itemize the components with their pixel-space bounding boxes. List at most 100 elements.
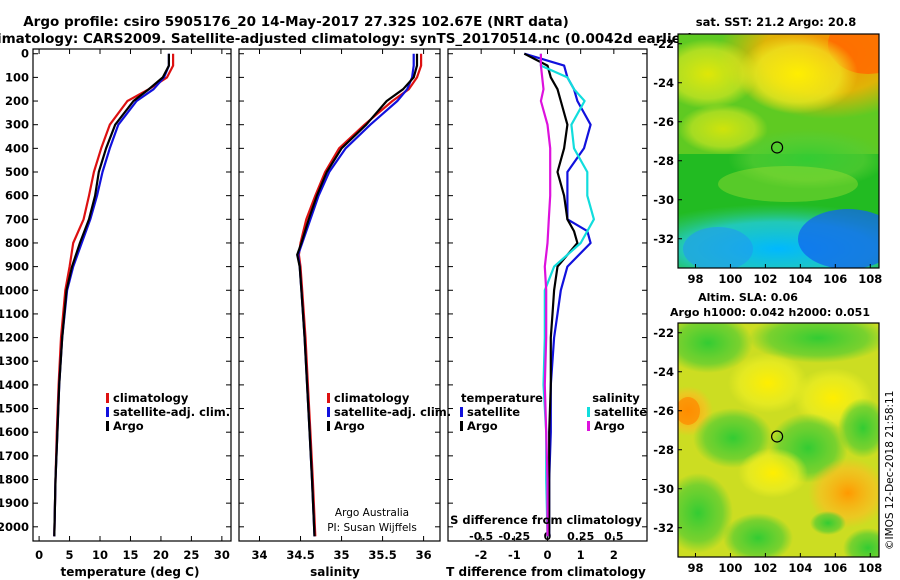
temperature-legend: climatology satellite-adj. clim. Argo (106, 391, 230, 433)
s-tick-label: 0.5 (604, 530, 624, 543)
t-diff-xlabel: T difference from climatology (446, 565, 646, 579)
y-tick-label: 1700 (0, 449, 29, 463)
sst-map-image (678, 34, 879, 268)
series-line-s-argo (539, 53, 552, 537)
header-line-2: Climatology: CARS2009. Satellite-adjuste… (0, 31, 694, 47)
credit-argo-australia: Argo Australia (335, 507, 409, 519)
legend-t-argo-swatch (460, 421, 463, 431)
y-tick-label: 1000 (0, 283, 29, 297)
y-tick-label: 300 (5, 118, 29, 132)
legend-s-argo-swatch (587, 421, 590, 431)
x-tick-label: 36 (416, 548, 432, 562)
x-tick-label: 30 (214, 548, 230, 562)
legend-argo-label: Argo (113, 419, 144, 433)
sst-map-title: sat. SST: 21.2 Argo: 20.8 (696, 15, 856, 29)
s-tick-label: 0 (544, 530, 552, 543)
legend-t-argo-label: Argo (467, 419, 498, 433)
header-line-1: Argo profile: csiro 5905176_20 14-May-20… (23, 14, 569, 30)
y-tick-label: -32 (653, 521, 674, 535)
difference-legend: temperature satellite Argo salinity sate… (460, 391, 647, 433)
s-tick-label: -0.5 (469, 530, 493, 543)
salinity-xlabel: salinity (310, 565, 360, 579)
y-tick-label: 400 (5, 141, 29, 155)
legend-s-sat-swatch (587, 407, 590, 417)
x-tick-label: 35 (334, 548, 350, 562)
y-tick-label: 1400 (0, 378, 29, 392)
salinity-panel-frame (238, 48, 441, 542)
sla-map-title: Altim. SLA: 0.06 (698, 291, 798, 304)
x-tick-label: 0 (35, 548, 43, 562)
y-tick-label: 1100 (0, 307, 29, 321)
temperature-xlabel: temperature (deg C) (61, 565, 200, 579)
legend-sat-label: satellite-adj. clim. (334, 405, 451, 419)
s-tick-label: -0.25 (498, 530, 530, 543)
legend-s-sat-label: satellite (594, 405, 647, 419)
y-tick-label: 600 (5, 189, 29, 203)
series-line-t-satellite (523, 52, 592, 537)
legend-argo-swatch (106, 421, 109, 431)
y-tick-label: -32 (653, 232, 674, 246)
series-line-satellite-adj-clim- (53, 53, 170, 537)
y-tick-label: 1500 (0, 402, 29, 416)
sla-map-image (678, 323, 879, 557)
x-tick-label: 34 (252, 548, 268, 562)
y-tick-label: -26 (653, 404, 674, 418)
x-tick-label: -1 (508, 548, 521, 562)
x-tick-label: 0 (543, 548, 551, 562)
argo-location-marker (771, 141, 784, 154)
temperature-panel-frame (32, 48, 232, 542)
legend-clim-swatch (327, 393, 330, 403)
y-tick-label: 1300 (0, 354, 29, 368)
series-line-climatology (297, 53, 423, 537)
x-tick-label: 102 (753, 561, 777, 575)
y-tick-label: 1200 (0, 331, 29, 345)
salinity-panel: 34 34.5 35 35.5 36 salinity climatology sate… (238, 48, 451, 579)
x-tick-label: 10 (92, 548, 108, 562)
x-tick-label: 1 (577, 548, 585, 562)
y-tick-label: -28 (653, 154, 674, 168)
legend-clim-label: climatology (334, 391, 410, 405)
series-line-argo (53, 53, 170, 537)
series-line-satellite-adj-clim- (297, 53, 415, 537)
y-tick-label: -30 (653, 193, 674, 207)
imos-credit: ©IMOS 12-Dec-2018 21:58:11 (884, 391, 896, 550)
y-tick-label: 2000 (0, 520, 29, 534)
x-tick-label: 35.5 (368, 548, 396, 562)
y-tick-label: 800 (5, 236, 29, 250)
y-tick-label: 1600 (0, 425, 29, 439)
sst-map-frame (677, 33, 880, 269)
legend-argo-swatch (327, 421, 330, 431)
x-tick-label: 106 (823, 272, 847, 286)
x-tick-label: 98 (687, 272, 703, 286)
y-tick-label: 100 (5, 70, 29, 84)
x-tick-label: 20 (153, 548, 169, 562)
series-line-argo (296, 53, 419, 537)
y-tick-label: -24 (653, 76, 674, 90)
y-tick-label: 0 (21, 47, 29, 61)
sla-map-panel: Altim. SLA: 0.06 Argo h1000: 0.042 h2000… (653, 291, 882, 575)
x-tick-label: 104 (788, 561, 812, 575)
x-tick-label: 108 (858, 272, 882, 286)
x-tick-label: 15 (122, 548, 138, 562)
sst-map-panel: sat. SST: 21.2 Argo: 20.8 98 100 102 104 106… (653, 15, 882, 286)
legend-salinity-title: salinity (592, 391, 640, 405)
y-tick-label: 1900 (0, 496, 29, 510)
x-tick-label: 5 (66, 548, 74, 562)
series-line-t-argo (523, 52, 579, 537)
y-tick-label: 1800 (0, 473, 29, 487)
legend-sat-label: satellite-adj. clim. (113, 405, 230, 419)
sla-map-frame (677, 322, 880, 558)
x-tick-label: 106 (823, 561, 847, 575)
y-tick-label: -22 (653, 37, 674, 51)
s-diff-label: S difference from climatology (450, 513, 642, 527)
legend-sat-swatch (106, 407, 109, 417)
y-tick-label: 700 (5, 212, 29, 226)
y-tick-label: 900 (5, 260, 29, 274)
y-tick-label: -22 (653, 326, 674, 340)
y-tick-label: -26 (653, 115, 674, 129)
legend-clim-label: climatology (113, 391, 189, 405)
legend-argo-label: Argo (334, 419, 365, 433)
argo-location-marker (771, 430, 784, 443)
x-tick-label: 102 (753, 272, 777, 286)
